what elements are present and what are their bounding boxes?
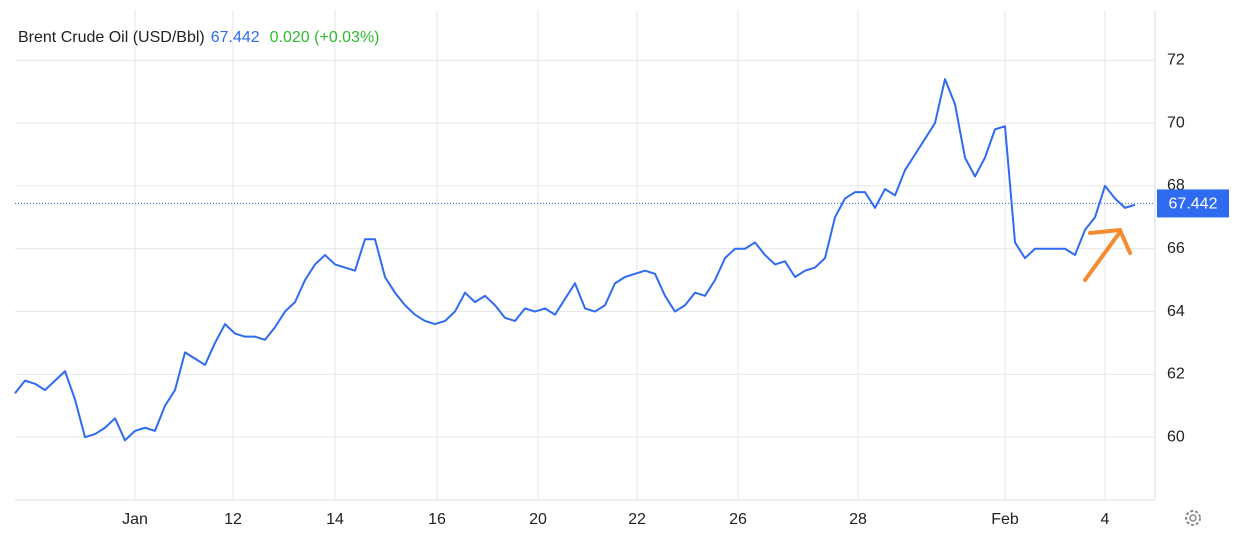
chart-title: Brent Crude Oil (USD/Bbl) 67.442 0.020 (+0… — [18, 29, 380, 46]
x-tick-label: 12 — [224, 511, 242, 528]
x-tick-label: 14 — [326, 511, 344, 528]
x-tick-label: Jan — [122, 511, 148, 528]
x-tick-label: 16 — [428, 511, 446, 528]
x-tick-label: 22 — [628, 511, 646, 528]
x-tick-label: 4 — [1101, 511, 1110, 528]
y-tick-label: 62 — [1167, 366, 1185, 383]
y-tick-label: 72 — [1167, 51, 1185, 68]
x-tick-label: 28 — [849, 511, 867, 528]
settings-icon[interactable] — [1185, 510, 1201, 526]
price: 67.442 — [211, 29, 260, 46]
y-tick-label: 70 — [1167, 114, 1185, 131]
x-tick-label: Feb — [991, 511, 1019, 528]
last-price-label: 67.442 — [1169, 196, 1218, 213]
change: 0.020 (+0.03%) — [270, 29, 380, 46]
y-tick-label: 60 — [1167, 428, 1185, 445]
y-tick-label: 64 — [1167, 303, 1185, 320]
annotation-arrow — [1083, 227, 1132, 282]
price-line — [14, 78, 1136, 442]
x-tick-label: 20 — [529, 511, 547, 528]
y-tick-label: 66 — [1167, 240, 1185, 257]
x-tick-label: 26 — [729, 511, 747, 528]
last-price-box — [1157, 189, 1229, 218]
title: Brent Crude Oil (USD/Bbl) — [18, 29, 205, 46]
